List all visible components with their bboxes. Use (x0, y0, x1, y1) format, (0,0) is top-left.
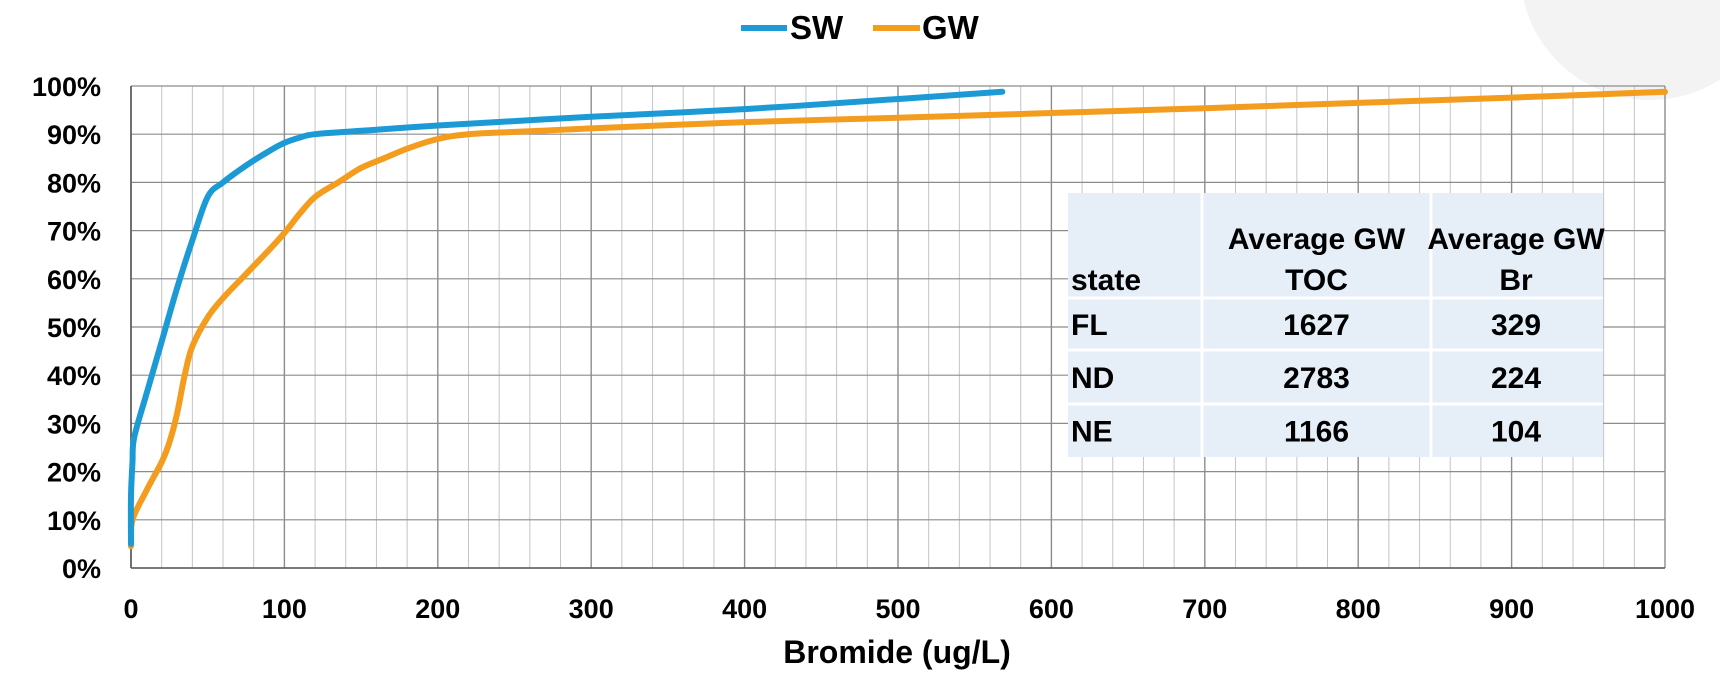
table-background (1068, 193, 1603, 457)
table-header-br: Br (1499, 264, 1533, 297)
y-tick-label: 50% (47, 313, 101, 343)
grid (130, 85, 1666, 569)
table-header-state: state (1071, 264, 1141, 297)
y-tick-label: 60% (47, 265, 101, 295)
legend: SW GW (741, 9, 980, 46)
table-cell-toc: 2783 (1283, 362, 1350, 395)
table-cell-state: FL (1071, 309, 1108, 342)
y-tick-label: 30% (47, 409, 101, 439)
series (127, 88, 1668, 550)
y-tick-label: 0% (62, 554, 101, 584)
y-tick-label: 70% (47, 217, 101, 247)
x-tick-label: 900 (1489, 594, 1534, 624)
x-tick-label: 200 (415, 594, 460, 624)
legend-label-gw: GW (922, 9, 980, 46)
data-table: state Average GW TOC Average GW Br FL 1627 329 N… (1068, 193, 1605, 457)
x-tick-label: 300 (569, 594, 614, 624)
y-tick-label: 100% (32, 72, 101, 102)
series-line-sw (127, 88, 1006, 547)
axes: 0% 10% 20% 30% 40% 50% 60% 70% 80% 90% 100% 0 100 200… (32, 72, 1695, 624)
x-tick-label: 400 (722, 594, 767, 624)
table-header-br: Average GW (1427, 223, 1605, 256)
y-tick-label: 20% (47, 458, 101, 488)
series-line-gw (127, 88, 1668, 550)
x-tick-label: 500 (875, 594, 920, 624)
x-tick-label: 0 (123, 594, 138, 624)
table-cell-toc: 1627 (1283, 309, 1350, 342)
x-axis-title: Bromide (ug/L) (783, 634, 1011, 670)
y-tick-label: 90% (47, 120, 101, 150)
y-tick-label: 80% (47, 168, 101, 198)
table-cell-br: 104 (1491, 416, 1541, 449)
table-header-toc: TOC (1285, 264, 1348, 297)
table-cell-state: NE (1071, 416, 1113, 449)
legend-label-sw: SW (790, 9, 844, 46)
x-tick-label: 1000 (1635, 594, 1695, 624)
y-tick-label: 40% (47, 361, 101, 391)
x-tick-label: 800 (1336, 594, 1381, 624)
y-tick-label: 10% (47, 506, 101, 536)
x-tick-label: 700 (1182, 594, 1227, 624)
x-tick-label: 100 (262, 594, 307, 624)
table-cell-state: ND (1071, 362, 1114, 395)
table-header-toc: Average GW (1228, 223, 1406, 256)
table-cell-br: 224 (1491, 362, 1541, 395)
table-cell-br: 329 (1491, 309, 1541, 342)
x-tick-label: 600 (1029, 594, 1074, 624)
table-cell-toc: 1166 (1284, 416, 1349, 449)
